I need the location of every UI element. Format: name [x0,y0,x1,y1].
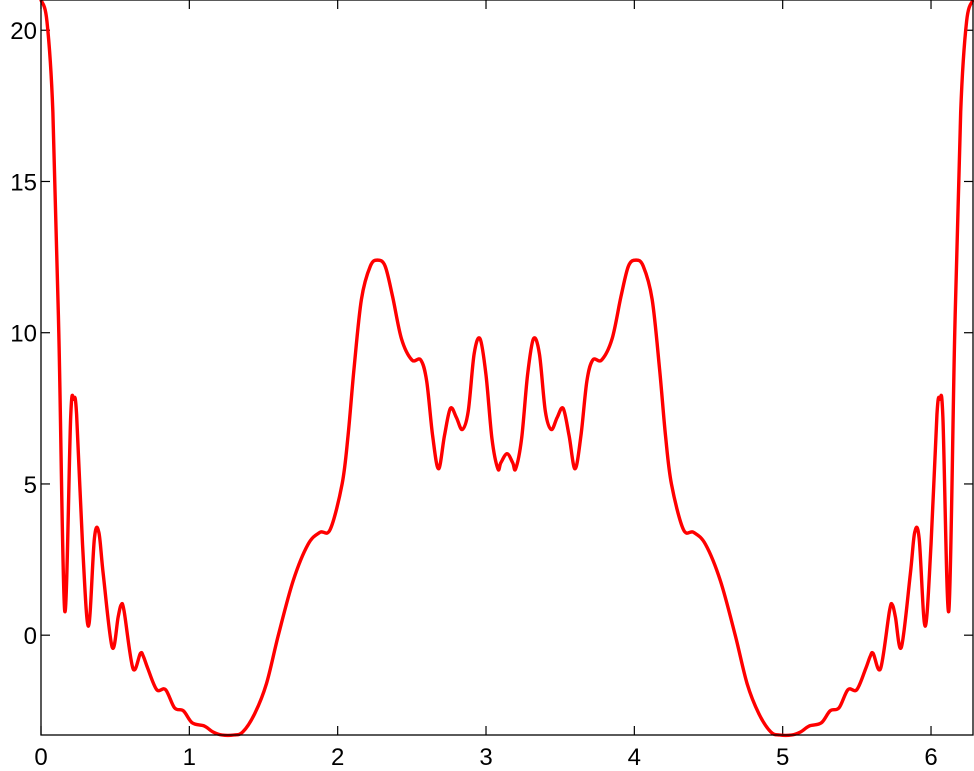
x-tick-label: 3 [479,744,492,771]
y-tick-label: 5 [24,472,37,499]
x-tick-label: 4 [628,744,641,771]
x-tick-label: 1 [183,744,196,771]
x-tick-label: 0 [34,744,47,771]
plot-frame [40,0,974,736]
axis-tick-labels: 0 1 2 3 4 5 6 0 5 10 15 20 [10,18,937,771]
x-tick-label: 5 [776,744,789,771]
series-line-0 [39,0,974,738]
x-tick-label: 6 [924,744,937,771]
x-tick-label: 2 [331,744,344,771]
series-layer [39,0,974,738]
y-tick-label: 15 [10,169,37,196]
y-tick-label: 20 [10,18,37,45]
plot-background [41,0,973,735]
y-tick-label: 10 [10,321,37,348]
y-tick-label: 0 [24,623,37,650]
